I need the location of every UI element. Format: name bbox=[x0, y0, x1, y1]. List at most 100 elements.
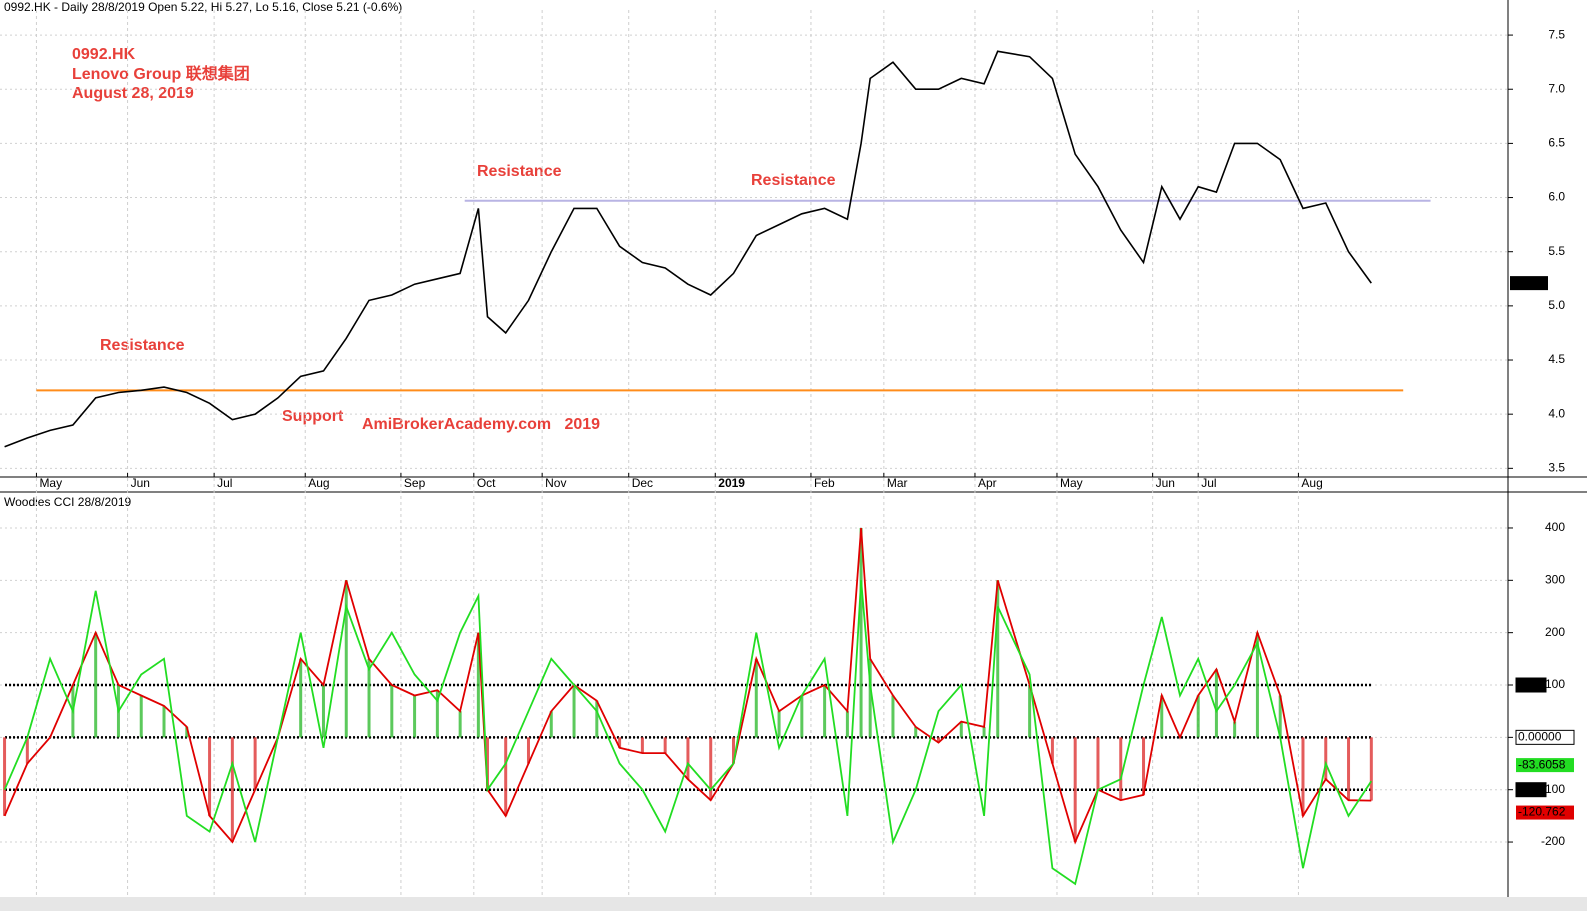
last-value-box bbox=[1516, 758, 1574, 773]
x-tick-label: Jun bbox=[1156, 476, 1175, 490]
x-tick-label: May bbox=[39, 476, 62, 490]
annotation: Resistance bbox=[751, 172, 836, 189]
histogram-bar bbox=[504, 737, 508, 816]
histogram-bar bbox=[996, 580, 1000, 738]
histogram-bar bbox=[1028, 685, 1032, 738]
scrollbar[interactable] bbox=[0, 897, 1587, 911]
histogram-bar bbox=[709, 737, 713, 801]
x-tick-label: Jul bbox=[1201, 476, 1216, 490]
histogram-bar bbox=[845, 711, 849, 738]
panel-title: Woodies CCI 28/8/2019 bbox=[4, 495, 132, 509]
histogram-bar bbox=[3, 737, 7, 816]
histogram-bar bbox=[185, 726, 189, 738]
histogram-bar bbox=[476, 632, 480, 738]
histogram-bar bbox=[686, 737, 690, 780]
x-tick-label: Oct bbox=[477, 476, 496, 490]
histogram-bar bbox=[868, 658, 872, 738]
grid-layer: 3.5 4.0 4.5 5.0 5.5 6.0 6.5 7.0 7.5 May Jun Jul Aug S… bbox=[0, 10, 1565, 897]
y-tick-label: 400 bbox=[1545, 520, 1565, 534]
x-tick-label: Feb bbox=[814, 476, 835, 490]
reference-label-box bbox=[1515, 729, 1575, 745]
y-tick-label: 3.5 bbox=[1548, 461, 1565, 475]
x-tick-label: Nov bbox=[545, 476, 566, 490]
histogram-bar bbox=[344, 580, 348, 738]
last-value-label: -120.762 bbox=[1518, 805, 1566, 819]
histogram-bar bbox=[208, 737, 212, 816]
last-value-label: 5.21 bbox=[1518, 275, 1542, 289]
x-tick-label: Mar bbox=[887, 476, 908, 490]
y-tick-label: 5.5 bbox=[1548, 244, 1565, 258]
x-tick-label: Apr bbox=[978, 476, 997, 490]
y-tick-label: 6.5 bbox=[1548, 136, 1565, 150]
histogram-bar bbox=[253, 737, 257, 790]
histogram-bar bbox=[1119, 737, 1123, 801]
marks-layer bbox=[3, 50, 1431, 886]
histogram-bar bbox=[640, 737, 644, 754]
y-tick-label: 200 bbox=[1545, 625, 1565, 639]
y-tick-label: 7.5 bbox=[1548, 27, 1565, 41]
histogram-bar bbox=[595, 700, 599, 738]
reference-label: 100 bbox=[1518, 677, 1538, 691]
reference-label: -100 bbox=[1518, 782, 1542, 796]
histogram-bar bbox=[458, 711, 462, 738]
x-tick-label: Aug bbox=[308, 476, 329, 490]
histogram-bar bbox=[1214, 669, 1218, 738]
histogram-bar bbox=[731, 737, 735, 764]
series-line bbox=[3, 527, 1372, 845]
y-tick-label: 4.5 bbox=[1548, 352, 1565, 366]
histogram-bar bbox=[823, 685, 827, 738]
y-tick-label: 5.0 bbox=[1548, 298, 1565, 312]
histogram-bar bbox=[1233, 721, 1237, 738]
histogram-bar bbox=[982, 726, 986, 738]
annotation: AmiBrokerAcademy.com 2019 bbox=[362, 416, 600, 433]
reference-label-box bbox=[1515, 782, 1547, 798]
y-tick-label: 100 bbox=[1545, 677, 1565, 691]
histogram-bar bbox=[549, 711, 553, 738]
histogram-bar bbox=[1347, 737, 1351, 801]
histogram-bar bbox=[800, 695, 804, 738]
histogram-bar bbox=[891, 695, 895, 738]
histogram-bar bbox=[162, 705, 166, 738]
x-tick-label: Aug bbox=[1301, 476, 1322, 490]
histogram-bar bbox=[859, 527, 863, 738]
histogram-bar bbox=[299, 658, 303, 738]
y-tick-label: 300 bbox=[1545, 572, 1565, 586]
annotation: Resistance bbox=[100, 337, 185, 354]
histogram-bar bbox=[413, 695, 417, 738]
histogram-bar bbox=[914, 726, 918, 738]
x-tick-label: May bbox=[1060, 476, 1083, 490]
top-layer: 5.21 100 0.00000 -100 -83.6058 -120.762 bbox=[1510, 275, 1575, 820]
y-tick-label: 6.0 bbox=[1548, 190, 1565, 204]
header-text: 0992.HK bbox=[72, 46, 136, 63]
histogram-bar bbox=[321, 685, 325, 738]
histogram-bar bbox=[572, 685, 576, 738]
annotation: Support bbox=[282, 408, 344, 425]
y-tick-label: 4.0 bbox=[1548, 406, 1565, 420]
histogram-bar bbox=[777, 711, 781, 738]
x-tick-label: 2019 bbox=[718, 476, 745, 490]
x-tick-label: Dec bbox=[632, 476, 653, 490]
histogram-bar bbox=[435, 690, 439, 738]
chart-title: 0992.HK - Daily 28/8/2019 Open 5.22, Hi … bbox=[4, 0, 402, 14]
header-text: Lenovo Group 联想集团 bbox=[72, 64, 250, 83]
histogram-bar bbox=[25, 737, 29, 764]
histogram-bar bbox=[1073, 737, 1077, 843]
histogram-bar bbox=[1160, 695, 1164, 738]
histogram-bar bbox=[1255, 632, 1259, 738]
histogram-bar bbox=[485, 737, 489, 790]
header-text: August 28, 2019 bbox=[72, 85, 194, 102]
series-line bbox=[3, 580, 1373, 886]
histogram-bar bbox=[139, 695, 143, 738]
histogram-bar bbox=[754, 658, 758, 738]
histogram-bar bbox=[230, 737, 234, 843]
histogram-bar bbox=[1278, 695, 1282, 738]
x-tick-label: Jul bbox=[217, 476, 232, 490]
last-value-box bbox=[1510, 276, 1548, 291]
y-tick-label: -100 bbox=[1541, 782, 1565, 796]
histogram-bar bbox=[367, 658, 371, 738]
histogram-bar bbox=[390, 685, 394, 738]
x-tick-label: Sep bbox=[404, 476, 426, 490]
histogram-bar bbox=[618, 737, 622, 748]
last-value-label: -83.6058 bbox=[1518, 757, 1566, 771]
